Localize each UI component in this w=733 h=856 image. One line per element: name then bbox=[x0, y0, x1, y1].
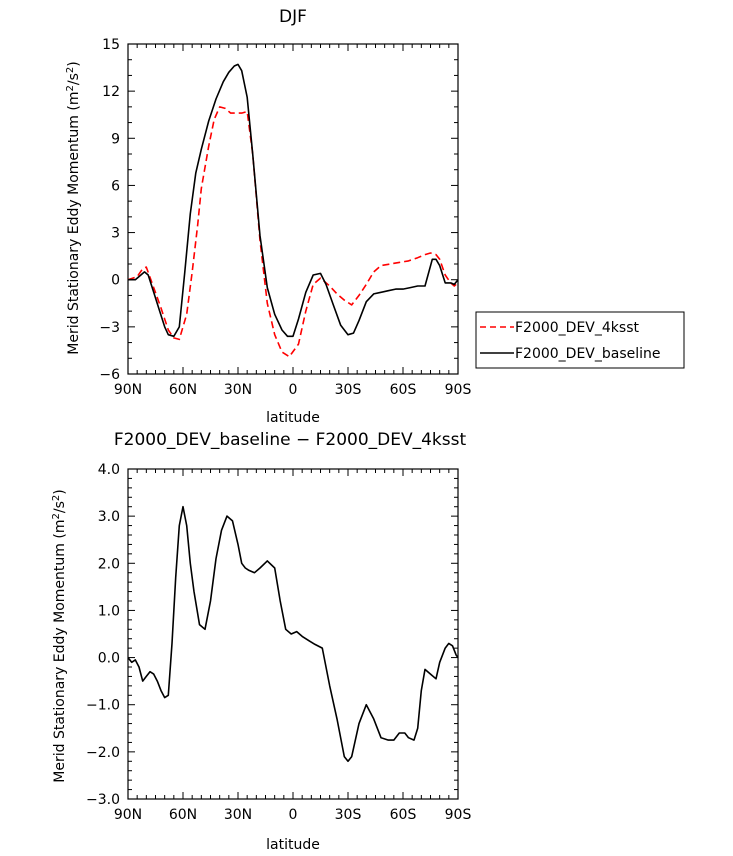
x-tick-label: 30S bbox=[335, 807, 362, 823]
bottom-panel-series bbox=[127, 505, 459, 763]
x-tick-label: 60N bbox=[169, 382, 197, 398]
x-tick-label: 30N bbox=[224, 807, 252, 823]
series-line-difference bbox=[127, 505, 459, 763]
top-panel-title: DJF bbox=[279, 7, 307, 27]
x-tick-label: 30N bbox=[224, 382, 252, 398]
x-tick-label: 90S bbox=[445, 807, 472, 823]
y-tick-label: 1.0 bbox=[98, 603, 120, 619]
legend-label-baseline: F2000_DEV_baseline bbox=[515, 346, 661, 362]
x-tick-label: 60N bbox=[169, 807, 197, 823]
x-tick-label: 60S bbox=[390, 807, 417, 823]
bottom-panel-axes: 90N 60N 30N 0 30S 60S 90S −3.0 −2.0 −1.0 0.0 1.0 2.0… bbox=[86, 462, 471, 823]
y-tick-label: −6 bbox=[99, 367, 120, 383]
y-tick-label: 12 bbox=[102, 84, 120, 100]
top-panel-series bbox=[127, 63, 459, 358]
x-tick-label: 90N bbox=[114, 807, 142, 823]
bottom-panel-difference: F2000_DEV_baseline − F2000_DEV_4ksst lat… bbox=[51, 430, 471, 853]
plot-frame bbox=[127, 43, 459, 375]
x-tick-label: 0 bbox=[289, 382, 298, 398]
x-tick-label: 90N bbox=[114, 382, 142, 398]
y-tick-label: 0 bbox=[111, 273, 120, 289]
top-panel-axes: 90N 60N 30N 0 30S 60S 90S −6 −3 0 3 6 9 12 15 bbox=[99, 37, 471, 398]
y-tick-label: 6 bbox=[111, 178, 120, 194]
y-tick-label: 4.0 bbox=[98, 462, 120, 478]
y-tick-label: 9 bbox=[111, 131, 120, 147]
bottom-panel-title: F2000_DEV_baseline − F2000_DEV_4ksst bbox=[114, 430, 467, 450]
y-tick-label: 2.0 bbox=[98, 556, 120, 572]
y-tick-label: −2.0 bbox=[86, 745, 120, 761]
series-line-f2000-dev-4ksst bbox=[127, 106, 459, 358]
legend-label-4ksst: F2000_DEV_4ksst bbox=[515, 320, 639, 336]
y-tick-label: −1.0 bbox=[86, 698, 120, 714]
series-line-f2000-dev-baseline bbox=[128, 63, 459, 338]
x-tick-label: 0 bbox=[289, 807, 298, 823]
top-panel-xlabel: latitude bbox=[266, 410, 320, 426]
top-panel-ylabel: Merid Stationary Eddy Momentum (m2/s2) bbox=[65, 61, 82, 354]
legend: F2000_DEV_4ksst F2000_DEV_baseline bbox=[475, 311, 685, 369]
y-tick-label: 0.0 bbox=[98, 651, 120, 667]
x-tick-label: 60S bbox=[390, 382, 417, 398]
y-tick-label: 15 bbox=[102, 37, 120, 53]
legend-box bbox=[475, 311, 685, 369]
x-tick-label: 30S bbox=[335, 382, 362, 398]
bottom-panel-ylabel: Merid Stationary Eddy Momentum (m2/s2) bbox=[51, 489, 68, 782]
y-tick-label: 3 bbox=[111, 226, 120, 242]
bottom-panel-xlabel: latitude bbox=[266, 837, 320, 853]
y-tick-label: 3.0 bbox=[98, 509, 120, 525]
top-panel-djf: DJF latitude Merid Stationary Eddy Momen… bbox=[65, 7, 685, 426]
y-tick-label: −3.0 bbox=[86, 792, 120, 808]
x-tick-label: 90S bbox=[445, 382, 472, 398]
y-tick-label: −3 bbox=[99, 320, 120, 336]
